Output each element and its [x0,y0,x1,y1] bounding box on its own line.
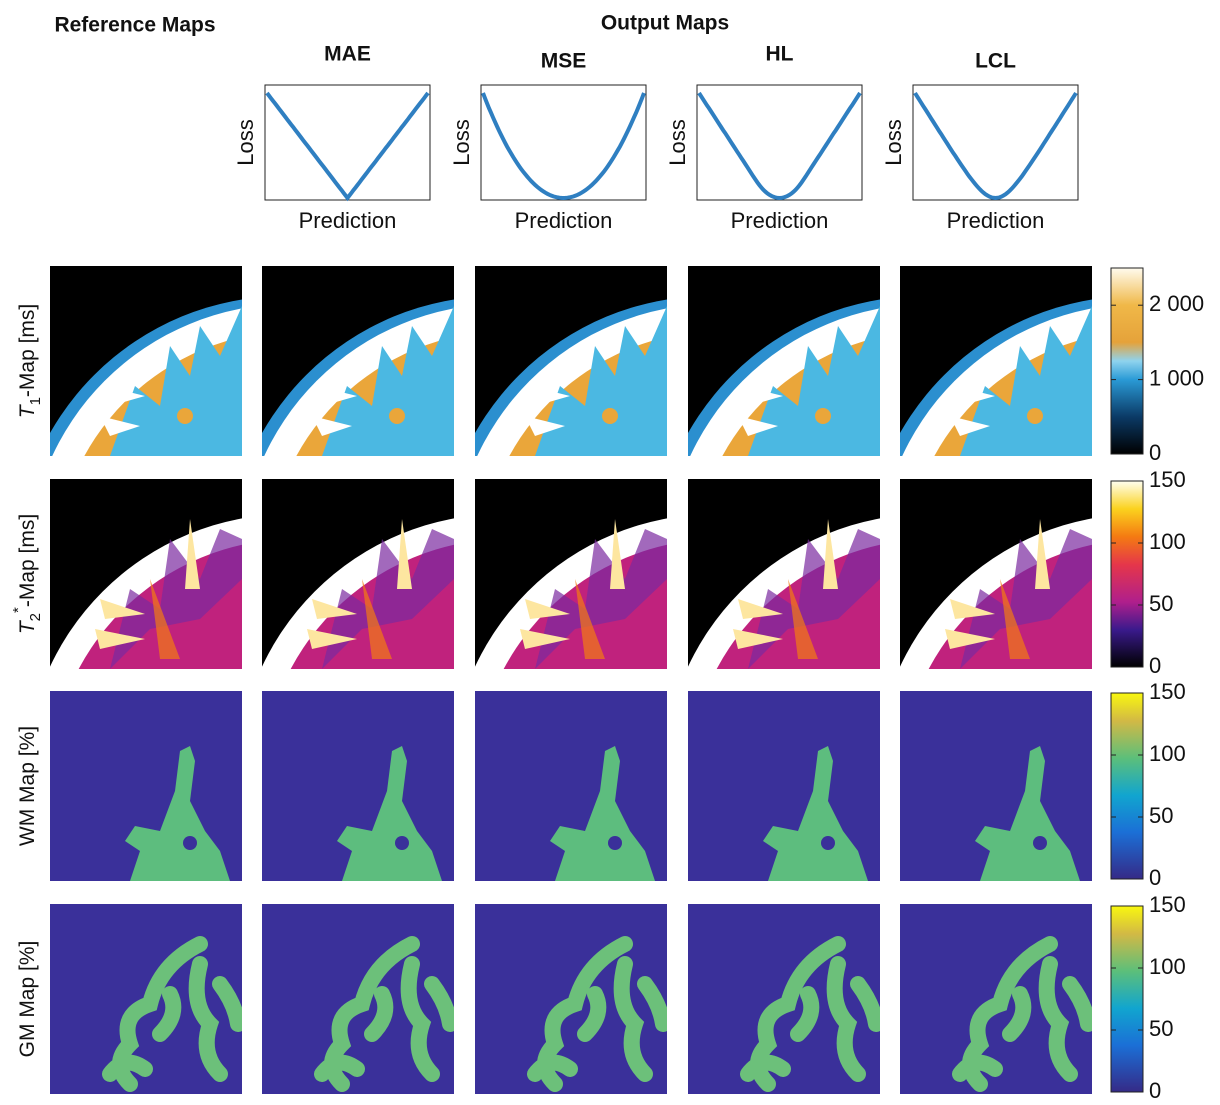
loss-title: LCL [975,50,1016,73]
loss-ylabel: Loss [881,119,906,165]
colorbar [1111,906,1143,1092]
colorbar-tick-label: 100 [1149,741,1186,766]
loss-xlabel: Prediction [299,208,397,233]
colorbar-tick-label: 50 [1149,1016,1173,1041]
row-label: T1-Map [ms] [16,304,45,419]
reference-header: Reference Maps [54,14,215,37]
colorbar-tick-label: 0 [1149,865,1161,890]
loss-curve [915,93,1076,198]
colorbar [1111,481,1143,667]
map-image [50,691,242,881]
map-image [262,691,454,881]
map-image [262,904,454,1094]
output-header: Output Maps [601,12,729,35]
colorbar-tick-label: 100 [1149,529,1186,554]
loss-ylabel: Loss [233,119,258,165]
colorbar-tick-label: 150 [1149,892,1186,917]
row-label-part: -Map [ms] [16,514,39,607]
row-label: GM Map [%] [16,941,39,1058]
loss-xlabel: Prediction [515,208,613,233]
loss-curve [483,93,644,198]
loss-ylabel: Loss [665,119,690,165]
colorbar-tick-label: 0 [1149,653,1161,678]
row-label-part: 1 [27,397,44,405]
map-image [688,904,880,1094]
colorbar-tick-label: 150 [1149,679,1186,704]
colorbar-tick-label: 100 [1149,954,1186,979]
colorbar-tick-label: 2 000 [1149,291,1204,316]
loss-plot-frame [697,85,862,200]
loss-title: HL [766,43,794,66]
loss-title: MSE [541,50,587,73]
loss-plot-frame [913,85,1078,200]
colorbar-tick-label: 1 000 [1149,365,1204,390]
colorbar-tick-label: 0 [1149,440,1161,465]
figure: Reference Maps Output Maps MAE Loss Predic… [0,0,1220,1105]
row-label-part: 2 [27,613,44,621]
colorbar-tick-label: 0 [1149,1078,1161,1103]
map-image [475,691,667,881]
row-label-part: GM Map [%] [16,941,39,1058]
row-label: T2*-Map [ms] [10,514,44,634]
loss-xlabel: Prediction [731,208,829,233]
colorbar-tick-label: 150 [1149,467,1186,492]
map-image [475,904,667,1094]
map-image [900,691,1092,881]
loss-title: MAE [324,43,371,66]
row-label-part: WM Map [%] [16,726,39,846]
loss-xlabel: Prediction [947,208,1045,233]
loss-curve [699,93,860,198]
map-image [900,904,1092,1094]
loss-plot-frame [265,85,430,200]
colorbar-tick-label: 50 [1149,803,1173,828]
row-label-part: -Map [ms] [16,304,39,397]
colorbar [1111,268,1143,454]
map-image [688,691,880,881]
loss-curve [267,93,428,198]
colorbar [1111,693,1143,879]
loss-ylabel: Loss [449,119,474,165]
map-image [50,904,242,1094]
colorbar-tick-label: 50 [1149,591,1173,616]
row-label: WM Map [%] [16,726,39,846]
